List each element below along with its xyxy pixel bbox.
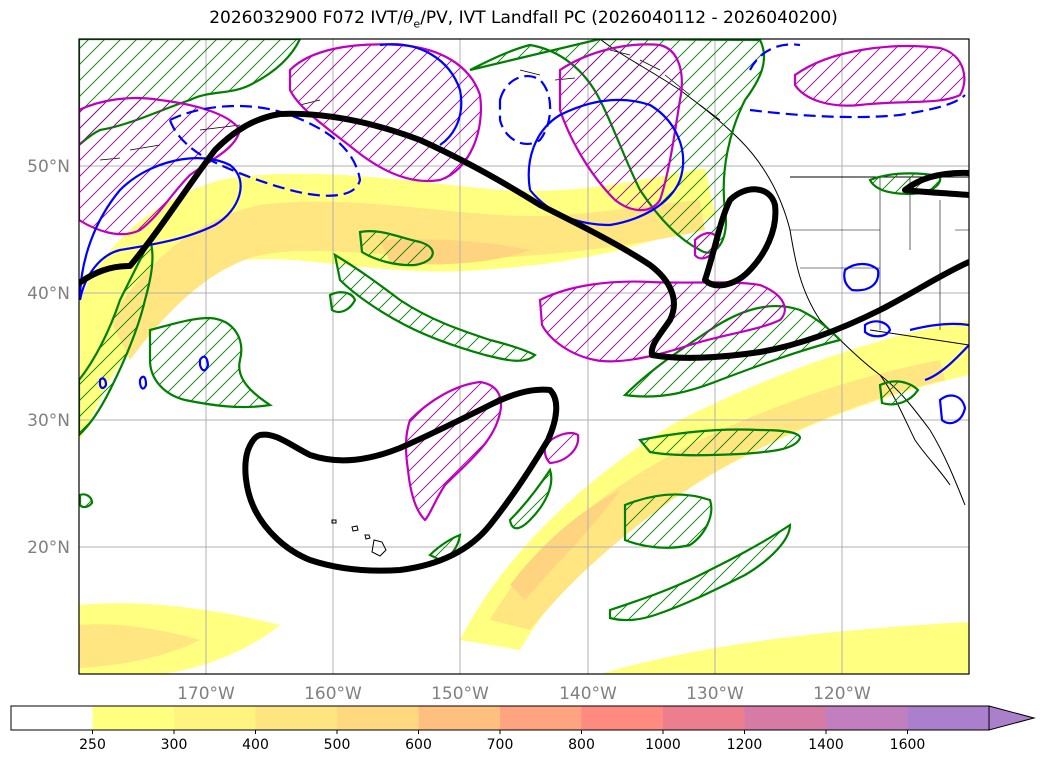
colorbar-label-500: 500 bbox=[324, 737, 351, 753]
blue-east-small-2 bbox=[863, 320, 892, 338]
colorbar-bin-4 bbox=[337, 706, 419, 730]
lat-tick-30n: 30°N bbox=[27, 411, 70, 431]
colorbar-bin-1 bbox=[92, 706, 175, 730]
lat-tick-20n: 20°N bbox=[27, 538, 70, 558]
lon-tick-150w: 150°W bbox=[431, 684, 489, 704]
pv-region-west-strip bbox=[79, 237, 154, 437]
theta-e-east-mid bbox=[538, 280, 786, 363]
pc-contour-central-loop bbox=[242, 386, 560, 574]
colorbar-label-1000: 1000 bbox=[645, 737, 681, 753]
pc-contours bbox=[79, 110, 969, 574]
colorbar-label-1600: 1600 bbox=[890, 737, 926, 753]
lat-tick-labels: 50°N 40°N 30°N 20°N bbox=[27, 157, 70, 558]
colorbar-bin-11 bbox=[907, 706, 990, 730]
blue-west bbox=[79, 157, 242, 301]
pv-region-baja bbox=[878, 380, 920, 406]
blue-gulf bbox=[527, 98, 685, 227]
colorbar-extend-arrow bbox=[988, 705, 1036, 731]
lat-tick-40n: 40°N bbox=[27, 284, 70, 304]
lon-tick-120w: 120°W bbox=[813, 684, 871, 704]
lon-tick-170w: 170°W bbox=[177, 684, 235, 704]
ivt-band-south-mid bbox=[79, 624, 200, 668]
ivt-negative-contours bbox=[79, 43, 969, 425]
state-lines bbox=[790, 177, 969, 330]
map-frame bbox=[78, 38, 970, 675]
colorbar-label-1400: 1400 bbox=[808, 737, 844, 753]
colorbar-bin-9 bbox=[744, 706, 827, 730]
lon-tick-labels: 170°W 160°W 150°W 140°W 130°W 120°W bbox=[177, 684, 871, 704]
pv-region-blob-1 bbox=[358, 230, 434, 267]
hawaii-islands bbox=[331, 519, 387, 557]
colorbar-bin-5 bbox=[418, 706, 501, 730]
lon-tick-140w: 140°W bbox=[559, 684, 617, 704]
blue-east-small-3 bbox=[938, 394, 967, 425]
colorbar-label-700: 700 bbox=[487, 737, 514, 753]
pv-region-mid-pacific bbox=[333, 252, 537, 362]
blue-small-west bbox=[98, 355, 210, 390]
blue-north-central bbox=[379, 43, 463, 146]
title-prefix: 2026032900 F072 IVT/ bbox=[209, 8, 404, 28]
blue-gulf-dashed bbox=[498, 74, 552, 146]
pv-region-gulf-alaska bbox=[469, 39, 765, 254]
pv-region-subtropical-1 bbox=[623, 493, 713, 549]
colorbar-label-800: 800 bbox=[568, 737, 595, 753]
pv-region-east-band bbox=[637, 428, 802, 457]
pv-region-small-4 bbox=[79, 493, 94, 509]
ivt-band-subtropical-high bbox=[510, 490, 620, 600]
pc-contour-northeast bbox=[902, 169, 969, 198]
blue-northeast-dashed bbox=[749, 43, 966, 119]
colorbar: 250 300 400 500 600 700 800 1000 1200 1400 1600 bbox=[10, 705, 1036, 753]
figure-title: 2026032900 F072 IVT/θe/PV, IVT Landfall … bbox=[0, 8, 1047, 30]
ivt-band-north-mid bbox=[110, 200, 705, 360]
blue-east-small-1 bbox=[843, 262, 880, 292]
title-theta: θ bbox=[403, 8, 414, 28]
title-theta-sub: e bbox=[413, 17, 421, 31]
lon-tick-160w: 160°W bbox=[304, 684, 362, 704]
colorbar-bin-6 bbox=[500, 706, 582, 730]
theta-e-central bbox=[404, 380, 503, 522]
pv-region-west-tail bbox=[148, 316, 273, 409]
border-us-mexico bbox=[869, 329, 969, 346]
colorbar-bin-10 bbox=[826, 706, 908, 730]
ivt-band-southeast-low bbox=[600, 622, 969, 674]
blue-east-edge bbox=[909, 322, 969, 382]
theta-e-gulf bbox=[558, 43, 683, 212]
colorbar-label-250: 250 bbox=[79, 737, 106, 753]
colorbar-label-400: 400 bbox=[242, 737, 269, 753]
theta-e-small-1 bbox=[543, 431, 580, 465]
pc-contour-north bbox=[79, 110, 969, 361]
pv-region-small-2 bbox=[328, 291, 357, 314]
theta-e-northeast bbox=[793, 45, 966, 107]
colorbar-bin-8 bbox=[663, 706, 745, 730]
colorbar-bin-3 bbox=[255, 706, 338, 730]
colorbar-bin-7 bbox=[581, 706, 664, 730]
pv-region-small-1 bbox=[508, 467, 553, 530]
title-suffix: /PV, IVT Landfall PC (2026040112 - 20260… bbox=[420, 8, 838, 28]
pc-contour-coast-loop bbox=[702, 186, 779, 289]
colorbar-bin-2 bbox=[174, 706, 256, 730]
map-layers bbox=[79, 39, 969, 674]
lat-tick-50n: 50°N bbox=[27, 157, 70, 177]
colorbar-label-600: 600 bbox=[405, 737, 432, 753]
lon-tick-130w: 130°W bbox=[686, 684, 744, 704]
colorbar-bin-0 bbox=[11, 706, 93, 730]
colorbar-label-1200: 1200 bbox=[727, 737, 763, 753]
colorbar-label-300: 300 bbox=[161, 737, 188, 753]
pv-region-subtropical-2 bbox=[608, 522, 792, 622]
